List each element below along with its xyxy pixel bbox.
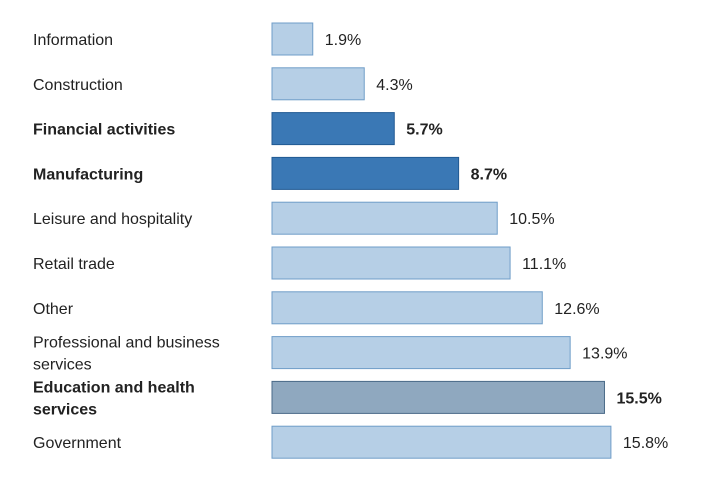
value-label: 10.5% bbox=[509, 211, 554, 228]
bar bbox=[271, 425, 612, 459]
category-label: Education and health services bbox=[33, 379, 195, 418]
bar bbox=[271, 156, 460, 190]
value-label: 5.7% bbox=[406, 122, 442, 139]
category-label: Other bbox=[33, 301, 74, 318]
value-label: 4.3% bbox=[376, 77, 412, 94]
value-label: 1.9% bbox=[325, 32, 361, 49]
value-label: 11.1% bbox=[522, 256, 566, 273]
bar bbox=[271, 22, 314, 56]
category-label: Information bbox=[33, 32, 113, 49]
category-label: Professional and business services bbox=[33, 335, 220, 374]
category-label: Retail trade bbox=[33, 256, 115, 273]
value-label: 13.9% bbox=[582, 346, 627, 363]
value-label: 15.5% bbox=[616, 390, 661, 407]
bar bbox=[271, 380, 605, 414]
bar bbox=[271, 246, 511, 280]
bar bbox=[271, 291, 543, 325]
value-label: 15.8% bbox=[623, 435, 668, 452]
bar bbox=[271, 112, 395, 146]
category-label: Manufacturing bbox=[33, 166, 143, 183]
category-label: Leisure and hospitality bbox=[33, 211, 192, 228]
category-label: Financial activities bbox=[33, 122, 175, 139]
bar bbox=[271, 201, 498, 235]
value-label: 12.6% bbox=[554, 301, 599, 318]
category-label: Construction bbox=[33, 77, 123, 94]
category-label: Government bbox=[33, 435, 122, 452]
value-label: 8.7% bbox=[471, 166, 507, 183]
bar bbox=[271, 336, 571, 370]
bar bbox=[271, 67, 365, 101]
